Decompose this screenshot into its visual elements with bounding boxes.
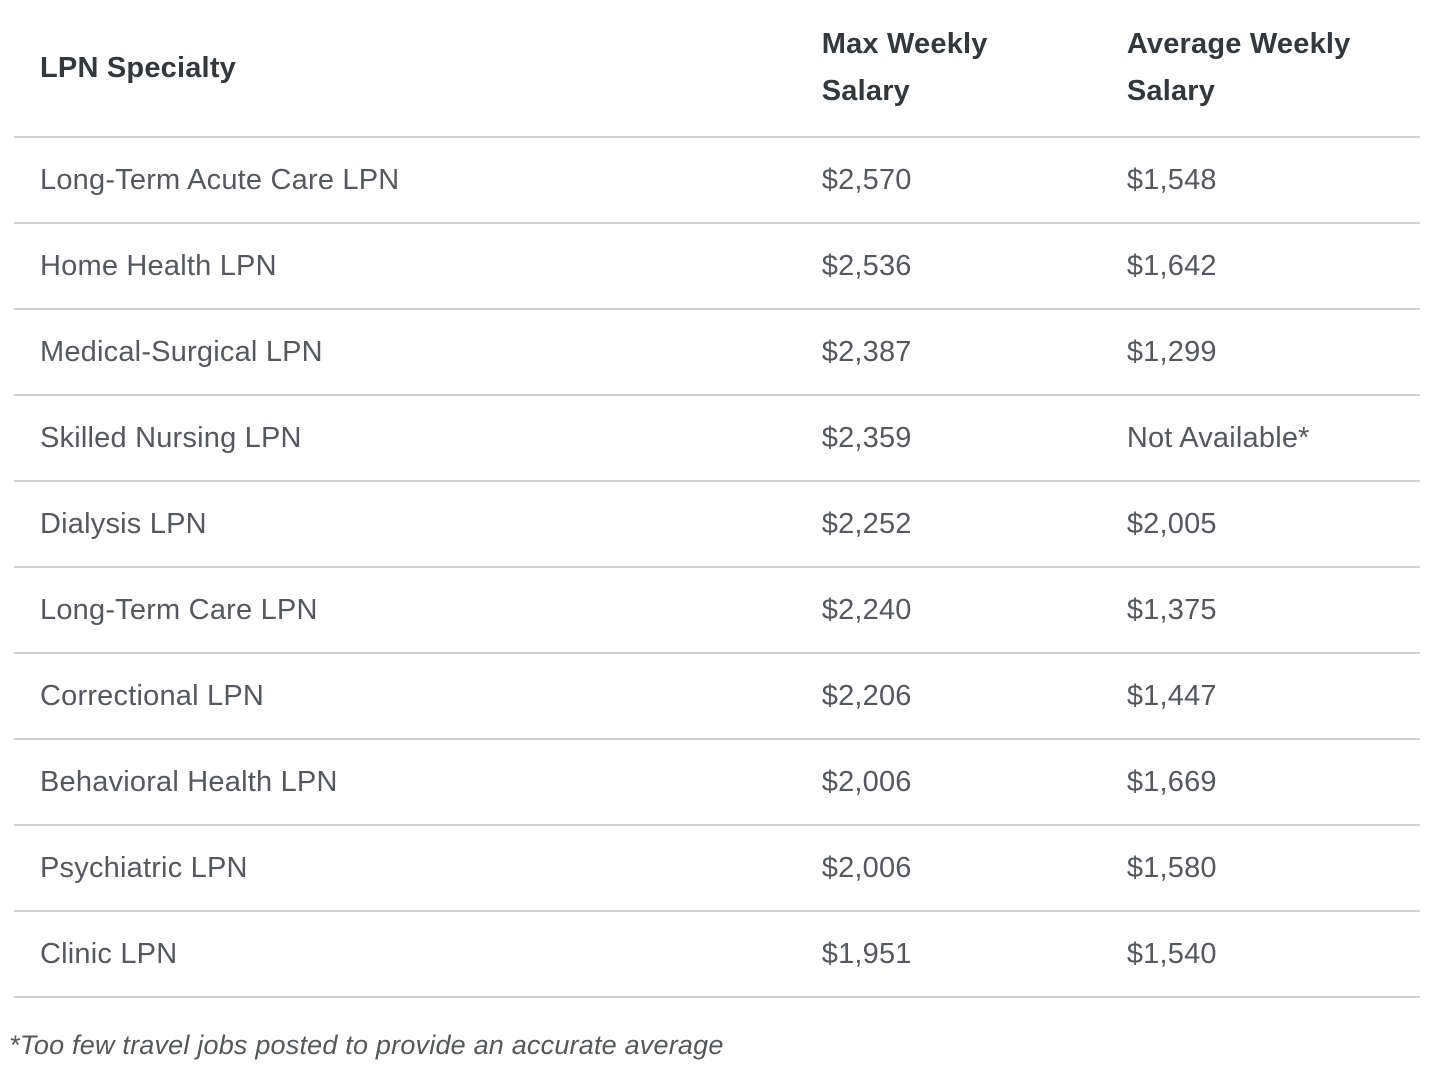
header-row: LPN Specialty Max Weekly Salary Average … — [14, 0, 1420, 138]
specialty-cell: Long-Term Acute Care LPN — [14, 137, 796, 224]
specialty-cell: Dialysis LPN — [14, 481, 796, 568]
table-row: Home Health LPN $2,536 $1,642 — [14, 223, 1420, 310]
column-header-average-weekly-salary-label: Average Weekly Salary — [1126, 28, 1351, 107]
max-weekly-salary-cell: $2,359 — [795, 395, 1101, 482]
average-weekly-salary-cell: $1,548 — [1100, 137, 1420, 224]
specialty-cell: Behavioral Health LPN — [14, 739, 796, 826]
average-weekly-salary-cell: $1,580 — [1100, 825, 1420, 912]
specialty-cell: Medical-Surgical LPN — [14, 309, 796, 396]
specialty-cell: Correctional LPN — [14, 653, 796, 740]
average-weekly-salary-cell: Not Available* — [1100, 395, 1420, 482]
specialty-cell: Clinic LPN — [14, 911, 796, 998]
max-weekly-salary-cell: $2,570 — [795, 137, 1101, 224]
max-weekly-salary-cell: $2,006 — [795, 825, 1101, 912]
table-row: Dialysis LPN $2,252 $2,005 — [14, 481, 1420, 568]
specialty-cell: Skilled Nursing LPN — [14, 395, 796, 482]
table-row: Behavioral Health LPN $2,006 $1,669 — [14, 739, 1420, 826]
table-row: Psychiatric LPN $2,006 $1,580 — [14, 825, 1420, 912]
average-weekly-salary-cell: $1,540 — [1100, 911, 1420, 998]
table-row: Skilled Nursing LPN $2,359 Not Available… — [14, 395, 1420, 482]
column-header-specialty-label: LPN Specialty — [40, 51, 236, 84]
average-weekly-salary-cell: $1,669 — [1100, 739, 1420, 826]
lpn-salary-table: LPN Specialty Max Weekly Salary Average … — [14, 0, 1420, 998]
lpn-salary-page: LPN Specialty Max Weekly Salary Average … — [9, 0, 1420, 1060]
column-header-max-weekly-salary: Max Weekly Salary — [795, 0, 1101, 138]
specialty-cell: Psychiatric LPN — [14, 825, 796, 912]
column-header-max-weekly-salary-label: Max Weekly Salary — [821, 28, 988, 107]
average-weekly-salary-cell: $1,375 — [1100, 567, 1420, 654]
max-weekly-salary-cell: $2,006 — [795, 739, 1101, 826]
max-weekly-salary-cell: $2,536 — [795, 223, 1101, 310]
max-weekly-salary-cell: $2,387 — [795, 309, 1101, 396]
column-header-specialty: LPN Specialty — [14, 0, 796, 138]
table-row: Long-Term Acute Care LPN $2,570 $1,548 — [14, 137, 1420, 224]
average-weekly-salary-cell: $2,005 — [1100, 481, 1420, 568]
max-weekly-salary-cell: $1,951 — [795, 911, 1101, 998]
table-row: Long-Term Care LPN $2,240 $1,375 — [14, 567, 1420, 654]
average-weekly-salary-cell: $1,299 — [1100, 309, 1420, 396]
average-weekly-salary-cell: $1,447 — [1100, 653, 1420, 740]
table-footnote: *Too few travel jobs posted to provide a… — [9, 1030, 724, 1060]
table-row: Correctional LPN $2,206 $1,447 — [14, 653, 1420, 740]
average-weekly-salary-cell: $1,642 — [1100, 223, 1420, 310]
table-row: Medical-Surgical LPN $2,387 $1,299 — [14, 309, 1420, 396]
max-weekly-salary-cell: $2,252 — [795, 481, 1101, 568]
specialty-cell: Home Health LPN — [14, 223, 796, 310]
specialty-cell: Long-Term Care LPN — [14, 567, 796, 654]
max-weekly-salary-cell: $2,206 — [795, 653, 1101, 740]
max-weekly-salary-cell: $2,240 — [795, 567, 1101, 654]
table-row: Clinic LPN $1,951 $1,540 — [14, 911, 1420, 998]
column-header-average-weekly-salary: Average Weekly Salary — [1100, 0, 1420, 138]
